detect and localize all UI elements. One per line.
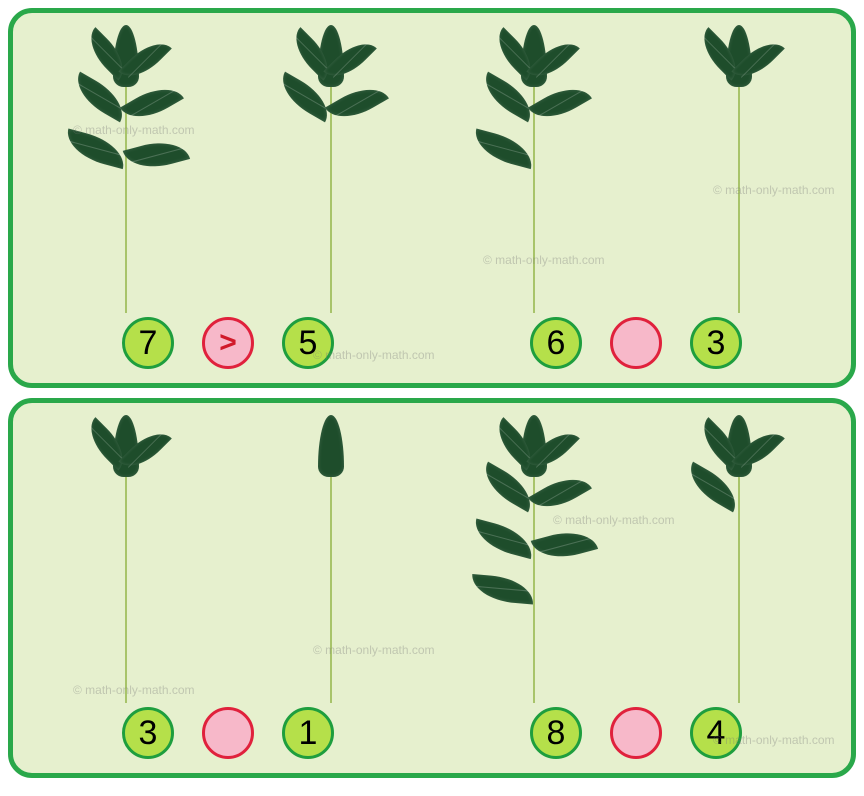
number-token-left: 8 [530,707,582,759]
plants-row [23,413,433,703]
number-token-right: 3 [690,317,742,369]
plant [659,33,819,313]
comparison-problem: 63 [431,23,841,373]
token-row: 84 [431,703,841,763]
token-row: 63 [431,313,841,373]
number-token-left: 3 [122,707,174,759]
operator-token [610,317,662,369]
plant [251,423,411,703]
number-token-left: 6 [530,317,582,369]
plant [46,33,206,313]
plants-row [431,413,841,703]
comparison-problem: 7 >5 [23,23,433,373]
plant [659,423,819,703]
operator-token: > [202,317,254,369]
number-token-right: 1 [282,707,334,759]
plants-row [431,23,841,313]
plant [251,33,411,313]
comparison-problem: 31 [23,413,433,763]
number-token-right: 4 [690,707,742,759]
comparison-problem: 84 [431,413,841,763]
plant [454,33,614,313]
plant [454,423,614,703]
plant [46,423,206,703]
comparison-panel: 3184© math-only-math.com© math-only-math… [8,398,856,778]
number-token-right: 5 [282,317,334,369]
comparison-panel: 7>563© math-only-math.com© math-only-mat… [8,8,856,388]
token-row: 31 [23,703,433,763]
plants-row [23,23,433,313]
operator-token [610,707,662,759]
operator-token [202,707,254,759]
number-token-left: 7 [122,317,174,369]
token-row: 7 >5 [23,313,433,373]
